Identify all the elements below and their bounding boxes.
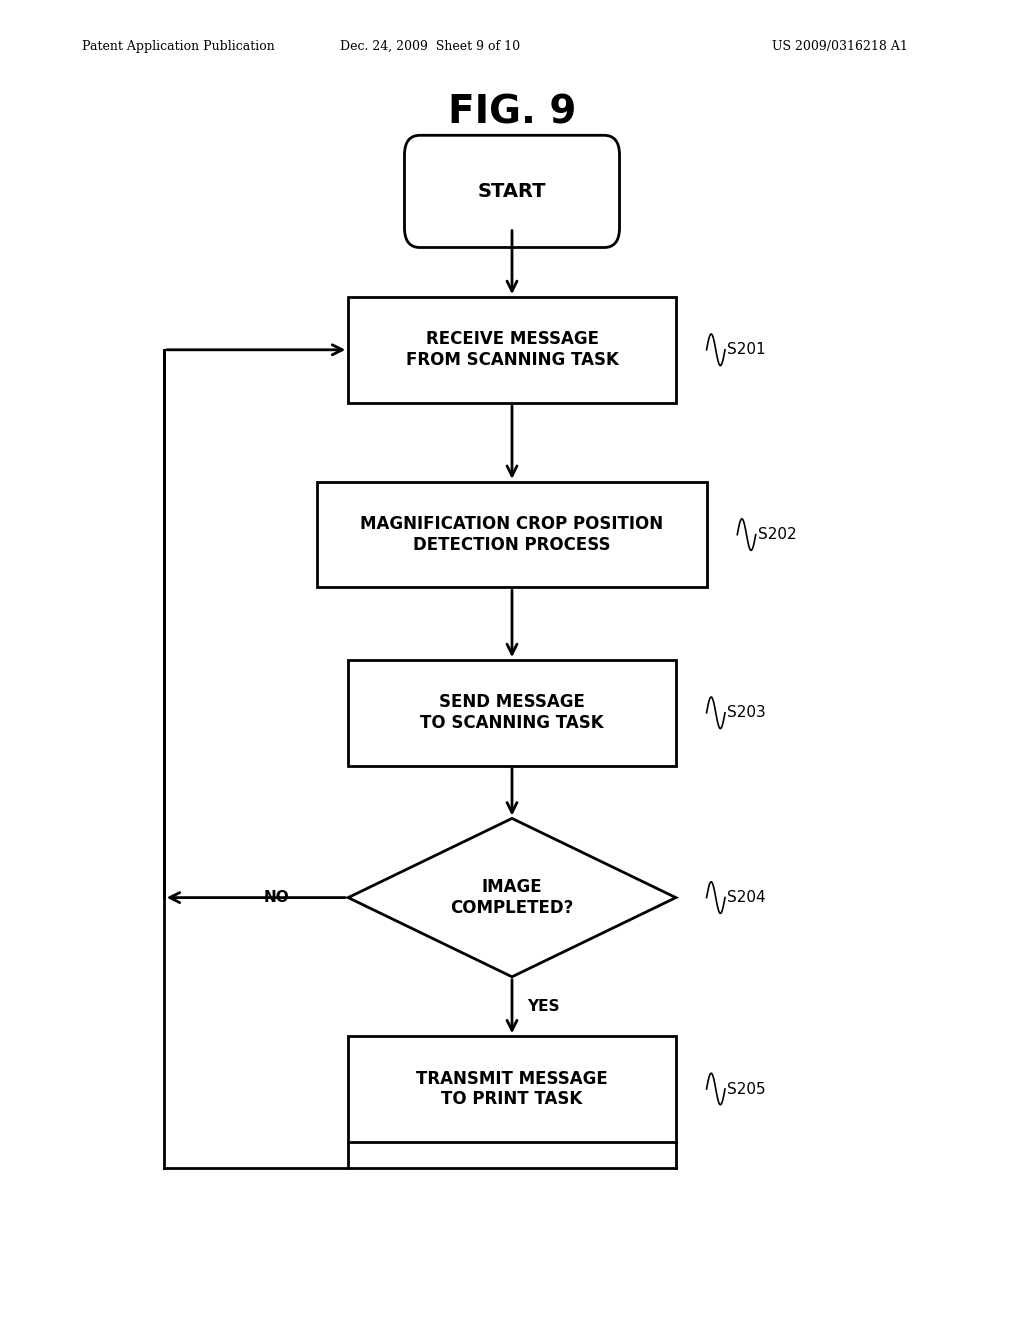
Text: Dec. 24, 2009  Sheet 9 of 10: Dec. 24, 2009 Sheet 9 of 10 [340, 40, 520, 53]
Text: TRANSMIT MESSAGE
TO PRINT TASK: TRANSMIT MESSAGE TO PRINT TASK [416, 1069, 608, 1109]
Text: RECEIVE MESSAGE
FROM SCANNING TASK: RECEIVE MESSAGE FROM SCANNING TASK [406, 330, 618, 370]
Text: MAGNIFICATION CROP POSITION
DETECTION PROCESS: MAGNIFICATION CROP POSITION DETECTION PR… [360, 515, 664, 554]
Polygon shape [348, 818, 676, 977]
Text: IMAGE
COMPLETED?: IMAGE COMPLETED? [451, 878, 573, 917]
Text: Patent Application Publication: Patent Application Publication [82, 40, 274, 53]
Text: S202: S202 [758, 527, 797, 543]
Text: S203: S203 [727, 705, 766, 721]
FancyBboxPatch shape [348, 660, 676, 766]
Text: SEND MESSAGE
TO SCANNING TASK: SEND MESSAGE TO SCANNING TASK [420, 693, 604, 733]
Text: NO: NO [263, 890, 290, 906]
FancyBboxPatch shape [404, 135, 620, 248]
Text: S205: S205 [727, 1081, 766, 1097]
Text: S204: S204 [727, 890, 766, 906]
Text: S201: S201 [727, 342, 766, 358]
Text: US 2009/0316218 A1: US 2009/0316218 A1 [772, 40, 907, 53]
FancyBboxPatch shape [348, 1036, 676, 1142]
FancyBboxPatch shape [348, 297, 676, 403]
Text: FIG. 9: FIG. 9 [447, 94, 577, 131]
FancyBboxPatch shape [317, 482, 707, 587]
Text: START: START [478, 182, 546, 201]
Text: YES: YES [527, 999, 560, 1014]
